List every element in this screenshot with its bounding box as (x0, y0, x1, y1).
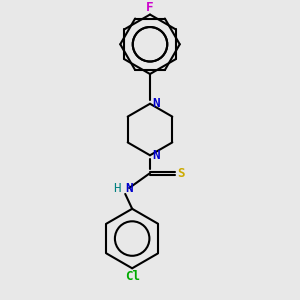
Text: N: N (152, 97, 160, 110)
Text: F: F (146, 1, 154, 14)
Text: N: N (152, 149, 160, 162)
Text: N: N (125, 182, 133, 196)
Text: Cl: Cl (125, 270, 140, 283)
Text: H: H (113, 182, 121, 196)
Text: S: S (177, 167, 184, 180)
